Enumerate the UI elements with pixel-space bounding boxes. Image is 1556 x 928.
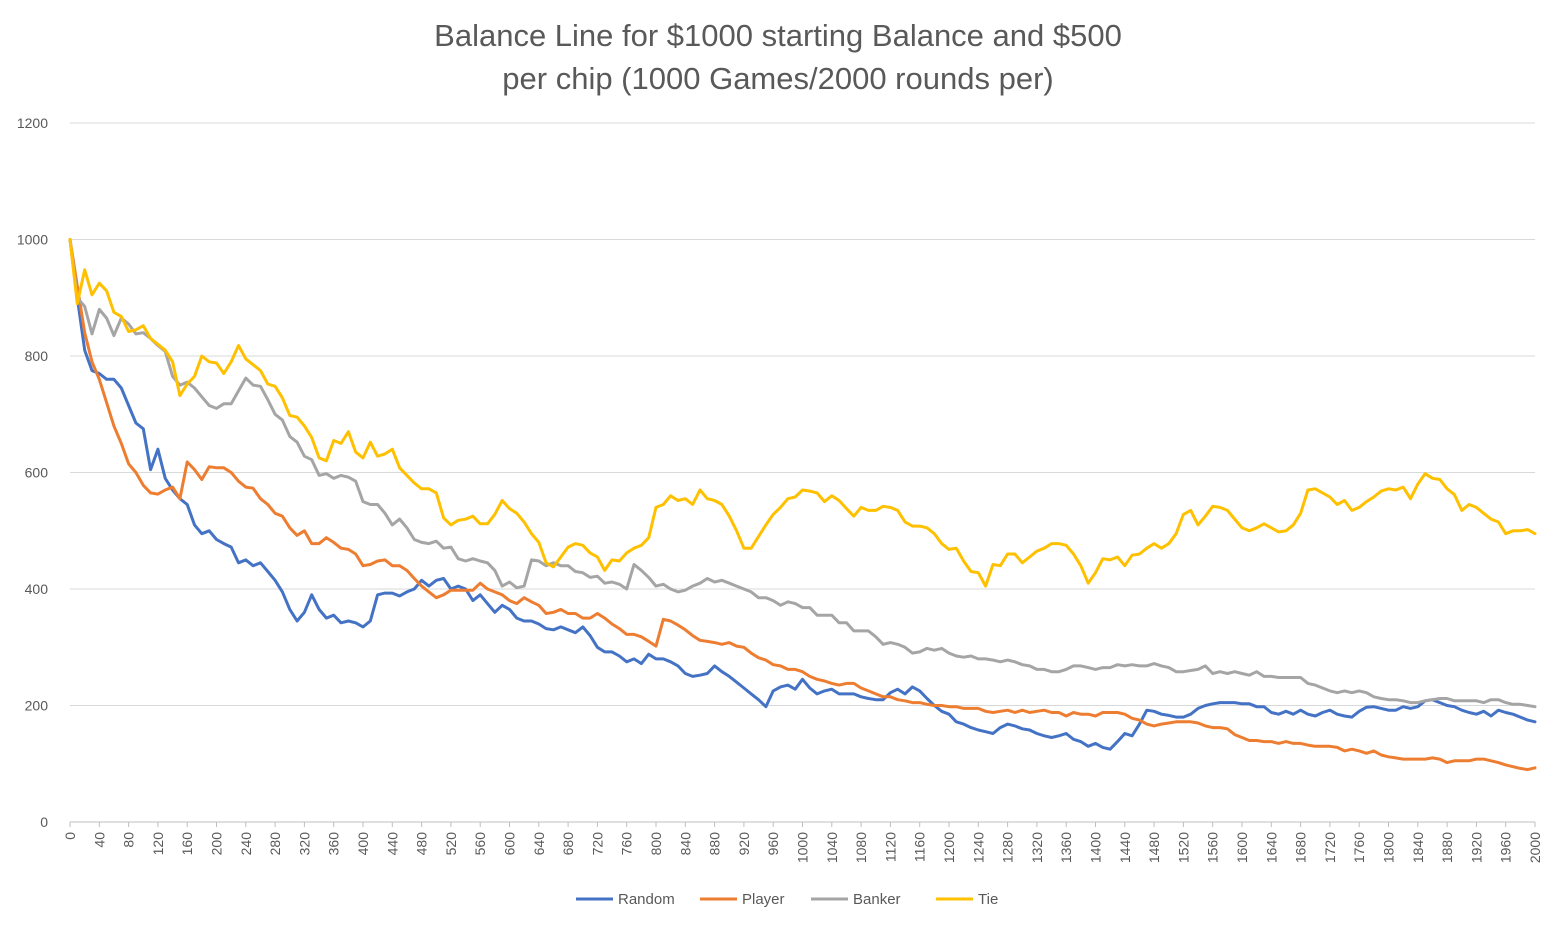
x-tick-label: 1520 bbox=[1175, 832, 1191, 863]
x-tick-label: 120 bbox=[150, 832, 166, 856]
chart-title-line-1: Balance Line for $1000 starting Balance … bbox=[434, 18, 1122, 53]
series-line-player bbox=[68, 238, 1537, 772]
x-tick-label: 520 bbox=[443, 832, 459, 856]
x-tick-label: 680 bbox=[560, 832, 576, 856]
chart-title-line-2: per chip (1000 Games/2000 rounds per) bbox=[502, 61, 1054, 96]
x-tick-label: 1880 bbox=[1439, 832, 1455, 863]
y-tick-label: 600 bbox=[25, 465, 49, 481]
x-tick-label: 1200 bbox=[941, 832, 957, 863]
x-tick-label: 800 bbox=[648, 832, 664, 856]
y-axis-ticks: 0 200 400 600 800 1000 1200 bbox=[17, 115, 48, 830]
x-tick-label: 760 bbox=[619, 832, 635, 856]
y-tick-label: 400 bbox=[25, 581, 49, 597]
x-tick-label: 1040 bbox=[824, 832, 840, 863]
x-tick-label: 1840 bbox=[1410, 832, 1426, 863]
x-tick-label: 1720 bbox=[1322, 832, 1338, 863]
x-tick-label: 40 bbox=[91, 832, 107, 848]
y-tick-label: 1200 bbox=[17, 115, 48, 131]
gridlines bbox=[70, 122, 1535, 823]
legend-label-tie: Tie bbox=[978, 891, 998, 908]
x-tick-label: 1120 bbox=[882, 832, 898, 862]
x-tick-label: 1440 bbox=[1117, 832, 1133, 863]
series-line-tie bbox=[68, 238, 1537, 588]
x-axis-ticks: 0 40 80 120 160 200 240 280 320 360 400 440 480 520 56… bbox=[62, 822, 1543, 863]
x-tick-label: 280 bbox=[267, 832, 283, 856]
y-tick-label: 800 bbox=[25, 348, 49, 364]
legend: Random Player Banker Tie bbox=[576, 891, 998, 908]
chart-title: Balance Line for $1000 starting Balance … bbox=[0, 14, 1556, 100]
x-tick-label: 560 bbox=[472, 832, 488, 856]
y-tick-label: 0 bbox=[40, 814, 48, 830]
series-lines bbox=[68, 238, 1537, 772]
x-tick-label: 1480 bbox=[1146, 832, 1162, 863]
x-tick-label: 1160 bbox=[912, 832, 928, 862]
x-tick-label: 1560 bbox=[1205, 832, 1221, 863]
x-tick-label: 440 bbox=[384, 832, 400, 856]
x-tick-label: 1680 bbox=[1293, 832, 1309, 863]
x-tick-label: 1800 bbox=[1381, 832, 1397, 863]
x-tick-label: 1080 bbox=[853, 832, 869, 863]
x-tick-label: 720 bbox=[589, 832, 605, 856]
series-line-banker bbox=[68, 238, 1537, 709]
series-line-random bbox=[68, 238, 1537, 751]
x-tick-label: 640 bbox=[531, 832, 547, 856]
y-tick-label: 200 bbox=[25, 698, 49, 714]
legend-label-player: Player bbox=[742, 891, 785, 908]
x-tick-label: 1000 bbox=[795, 832, 811, 863]
x-tick-label: 1280 bbox=[1000, 832, 1016, 863]
x-tick-label: 1600 bbox=[1234, 832, 1250, 863]
x-tick-label: 1400 bbox=[1088, 832, 1104, 863]
x-tick-label: 1760 bbox=[1351, 832, 1367, 863]
x-tick-label: 320 bbox=[296, 832, 312, 856]
x-tick-label: 1360 bbox=[1058, 832, 1074, 863]
x-tick-label: 200 bbox=[209, 832, 225, 856]
x-tick-label: 1320 bbox=[1029, 832, 1045, 863]
x-tick-label: 160 bbox=[179, 832, 195, 856]
y-tick-label: 1000 bbox=[17, 232, 48, 248]
x-tick-label: 360 bbox=[326, 832, 342, 856]
legend-label-random: Random bbox=[618, 891, 675, 908]
legend-label-banker: Banker bbox=[853, 891, 901, 908]
x-tick-label: 480 bbox=[414, 832, 430, 856]
x-tick-label: 1960 bbox=[1498, 832, 1514, 863]
x-tick-label: 600 bbox=[502, 832, 518, 856]
x-tick-label: 0 bbox=[62, 832, 78, 840]
x-tick-label: 1640 bbox=[1263, 832, 1279, 863]
x-tick-label: 960 bbox=[765, 832, 781, 856]
x-tick-label: 1920 bbox=[1468, 832, 1484, 863]
x-tick-label: 1240 bbox=[970, 832, 986, 863]
x-tick-label: 240 bbox=[238, 832, 254, 856]
x-tick-label: 80 bbox=[121, 832, 137, 848]
x-tick-label: 920 bbox=[736, 832, 752, 856]
x-tick-label: 840 bbox=[677, 832, 693, 856]
x-tick-label: 400 bbox=[355, 832, 371, 856]
x-tick-label: 880 bbox=[707, 832, 723, 856]
x-tick-label: 2000 bbox=[1527, 832, 1543, 863]
